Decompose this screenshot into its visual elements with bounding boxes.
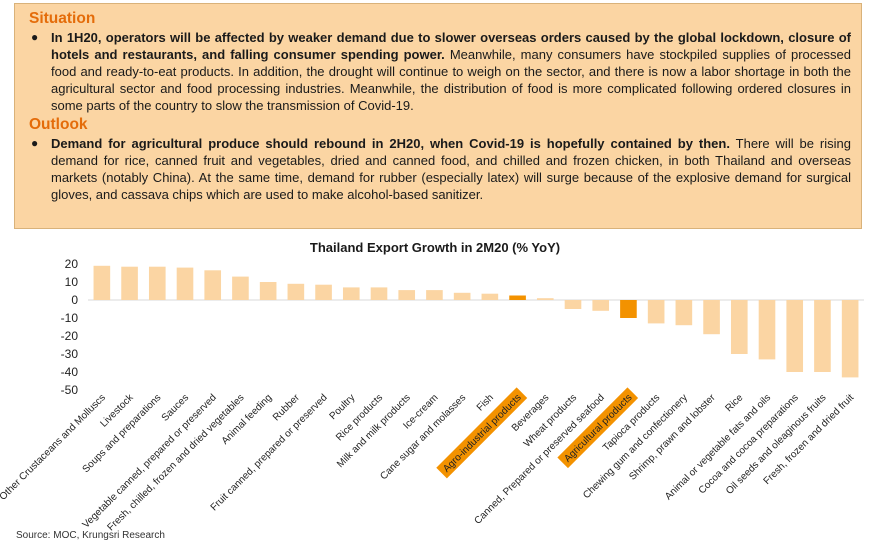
highlight-label-background	[436, 387, 528, 479]
bar	[315, 284, 332, 300]
bar	[647, 300, 665, 324]
outlook-text: There will be rising demand for rice, ca…	[51, 136, 851, 202]
category-label-text: Fish	[475, 392, 496, 413]
outlook-heading: Outlook	[29, 116, 88, 133]
category-label: Animal feeding	[220, 392, 275, 447]
source-note: Source: MOC, Krungsri Research	[16, 530, 165, 541]
bar	[841, 300, 859, 378]
category-label: Rice	[723, 392, 745, 414]
bar	[398, 290, 416, 300]
bar	[675, 300, 693, 326]
bar	[453, 292, 471, 300]
bar	[93, 265, 111, 300]
bar	[426, 290, 443, 300]
bar	[730, 300, 748, 354]
outlook-bullet: ● Demand for agricultural produce should…	[29, 135, 851, 203]
y-tick-label: -50	[61, 383, 79, 397]
bars	[93, 265, 859, 378]
bar	[814, 300, 831, 372]
bar	[370, 287, 388, 300]
outlook-bold-text: Demand for agricultural produce should r…	[51, 136, 730, 151]
chart-title: Thailand Export Growth in 2M20 (% YoY)	[309, 240, 561, 255]
y-tick-label: 20	[65, 257, 79, 271]
situation-bold-text: In 1H20, operators will be affected by w…	[51, 30, 851, 62]
situation-bullet: ● In 1H20, operators will be affected by…	[29, 29, 851, 114]
situation-heading: Situation	[29, 10, 96, 27]
bullet-icon: ●	[31, 136, 39, 150]
category-label: Other Crustaceans and Molluscs	[0, 392, 108, 502]
bar	[121, 266, 138, 300]
bar	[592, 300, 610, 311]
bar	[259, 282, 277, 300]
highlight-label-background	[557, 387, 639, 469]
category-label-text: Animal feeding	[220, 392, 275, 447]
category-label: Fish	[475, 392, 496, 413]
y-tick-label: -40	[61, 365, 79, 379]
bar	[536, 298, 554, 300]
bar	[287, 283, 305, 300]
y-tick-label: 10	[65, 275, 79, 289]
category-labels: Other Crustaceans and MolluscsLivestockS…	[0, 387, 856, 533]
bar	[148, 266, 166, 300]
bar	[176, 267, 194, 300]
bar	[758, 300, 776, 360]
y-tick-label: -10	[61, 311, 79, 325]
bar	[564, 300, 582, 309]
summary-panel: Situation ● In 1H20, operators will be a…	[14, 3, 862, 229]
bar	[342, 287, 360, 300]
bar	[786, 300, 804, 372]
category-label-text: Other Crustaceans and Molluscs	[0, 392, 108, 502]
y-tick-label: 0	[71, 293, 78, 307]
bar	[509, 295, 526, 300]
situation-text: Meanwhile, many consumers have stockpile…	[51, 47, 851, 113]
bar	[232, 276, 249, 300]
bullet-icon: ●	[31, 30, 39, 44]
category-label-text: Rice	[723, 392, 745, 414]
y-tick-label: -30	[61, 347, 79, 361]
y-tick-label: -20	[61, 329, 79, 343]
bar	[481, 293, 499, 300]
bar	[620, 300, 637, 318]
bar	[703, 300, 720, 335]
bar	[204, 270, 222, 300]
